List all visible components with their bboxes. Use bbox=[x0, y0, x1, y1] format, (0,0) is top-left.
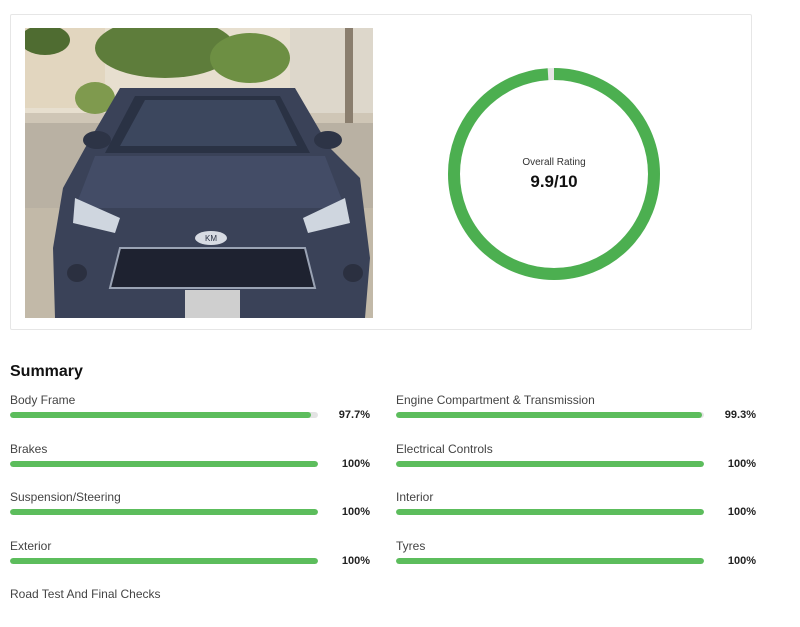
summary-item-bar bbox=[396, 557, 704, 564]
summary-item-bar bbox=[10, 509, 318, 515]
rating-value: 9.9/10 bbox=[530, 171, 578, 191]
summary-item-label: Brakes bbox=[10, 441, 48, 456]
summary-item-label: Tyres bbox=[396, 538, 426, 553]
rating-label: Overall Rating bbox=[522, 156, 586, 168]
summary-item-label: Body Frame bbox=[10, 393, 76, 407]
summary-item-percent: 99.3% bbox=[724, 409, 756, 421]
summary-item: Road Test And Final Checks bbox=[10, 587, 370, 627]
summary-item-label: Road Test And Final Checks bbox=[10, 587, 161, 601]
summary-item-label: Suspension/Steering bbox=[10, 490, 121, 504]
summary-item-bar bbox=[396, 509, 704, 515]
rating-ring bbox=[448, 68, 660, 280]
car-badge-text: KM bbox=[205, 234, 217, 243]
summary-item-bar bbox=[10, 557, 318, 564]
summary-item-bar-fill bbox=[10, 557, 318, 564]
summary-item-bar bbox=[10, 412, 318, 418]
summary-item-bar bbox=[396, 412, 704, 418]
summary-item-percent: 100% bbox=[341, 506, 370, 518]
summary-item: Exterior 100% bbox=[10, 539, 370, 579]
summary-item-bar-fill bbox=[396, 412, 702, 418]
summary-item: Engine Compartment & Transmission 99.3% bbox=[396, 393, 756, 433]
summary-item-bar-fill bbox=[396, 557, 704, 564]
summary-item-percent: 100% bbox=[341, 457, 370, 470]
summary-item-bar-fill bbox=[10, 509, 318, 515]
summary-item-bar-fill bbox=[10, 412, 311, 418]
summary-item-percent: 100% bbox=[727, 506, 756, 518]
summary-item-bar-fill bbox=[396, 460, 704, 467]
rating-ring-fill bbox=[448, 68, 660, 280]
summary-item: Interior 100% bbox=[396, 490, 756, 530]
summary-item-bar bbox=[396, 460, 704, 467]
summary-item-label: Interior bbox=[396, 490, 434, 504]
summary-item-label: Electrical Controls bbox=[396, 441, 493, 456]
summary-item: Brakes 100% bbox=[10, 442, 370, 482]
summary-title: Summary bbox=[10, 363, 83, 380]
summary-item: Tyres 100% bbox=[396, 539, 756, 579]
summary-item-percent: 100% bbox=[727, 554, 756, 567]
summary-item-bar-fill bbox=[10, 460, 318, 467]
summary-item-percent: 100% bbox=[341, 554, 370, 567]
summary-item-label: Exterior bbox=[10, 538, 52, 553]
vehicle-photo[interactable]: KM bbox=[25, 28, 373, 318]
summary-item: Body Frame 97.7% bbox=[10, 393, 370, 433]
inspection-card: KM Overall Rating 9.9/10 bbox=[10, 14, 752, 330]
summary-item: Suspension/Steering 100% bbox=[10, 490, 370, 530]
summary-item-bar bbox=[10, 460, 318, 467]
summary-item-percent: 97.7% bbox=[338, 409, 370, 421]
summary-item: Electrical Controls 100% bbox=[396, 442, 756, 482]
summary-item-bar-fill bbox=[396, 509, 704, 515]
summary-item-percent: 100% bbox=[727, 457, 756, 470]
summary-item-label: Engine Compartment & Transmission bbox=[396, 393, 595, 407]
overall-rating: Overall Rating 9.9/10 bbox=[447, 67, 661, 281]
car-image: KM bbox=[25, 28, 373, 318]
